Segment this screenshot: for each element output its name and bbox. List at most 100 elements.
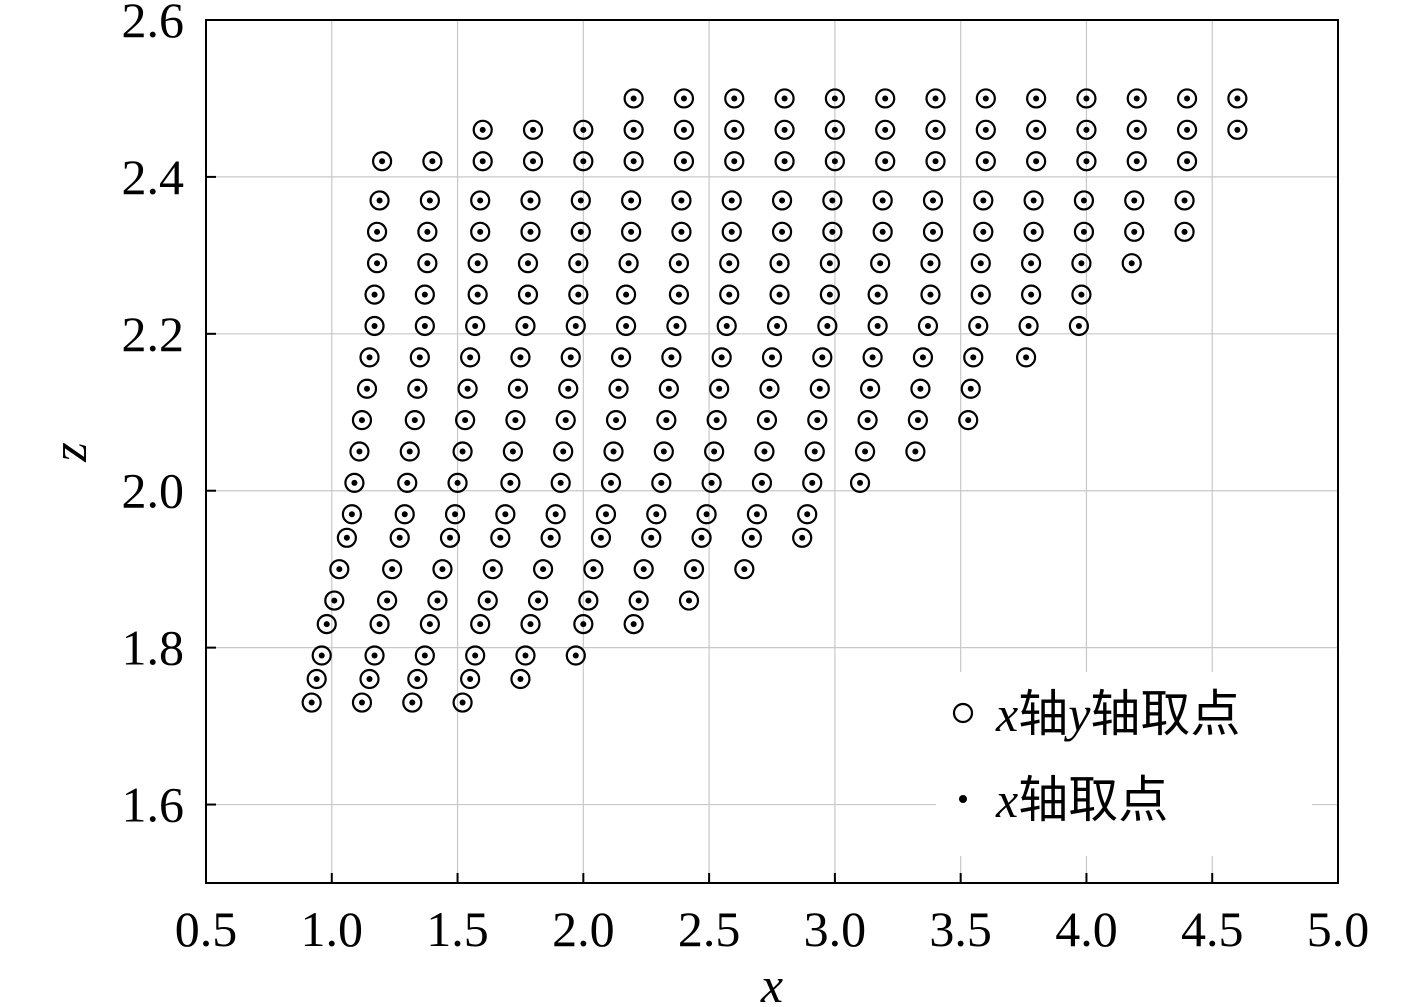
point-x-dot <box>982 158 989 165</box>
point-xy-circle <box>522 119 544 140</box>
point-xy-circle <box>595 504 617 525</box>
point-x-dot <box>763 417 770 424</box>
point-x-dot <box>560 448 567 455</box>
point-xy-circle <box>754 441 775 462</box>
point-xy-circle <box>1126 119 1147 140</box>
point-xy-circle <box>1073 190 1095 211</box>
point-xy-circle <box>465 645 486 666</box>
x-tick-label: 2.0 <box>552 901 615 957</box>
point-x-dot <box>575 260 582 267</box>
point-xy-circle <box>802 472 823 493</box>
point-xy-circle <box>460 347 481 368</box>
point-xy-circle <box>641 527 662 548</box>
point-x-dot <box>731 158 738 165</box>
point-x-dot <box>708 479 715 486</box>
point-x-dot <box>718 354 725 361</box>
point-x-dot <box>401 511 408 518</box>
point-x-dot <box>1181 228 1188 235</box>
y-tick-label: 2.4 <box>122 149 185 205</box>
point-x-dot <box>580 158 587 165</box>
point-xy-circle <box>671 221 692 242</box>
point-xy-circle <box>973 221 994 242</box>
point-x-dot <box>1133 158 1140 165</box>
point-xy-circle <box>1176 151 1198 172</box>
point-xy-circle <box>651 472 672 493</box>
point-x-dot <box>1028 291 1035 298</box>
point-x-dot <box>524 260 531 267</box>
point-xy-circle <box>658 378 679 399</box>
point-x-dot <box>927 260 934 267</box>
point-xy-circle <box>716 315 737 337</box>
point-xy-circle <box>1176 119 1198 140</box>
point-x-dot <box>409 699 416 706</box>
point-x-dot <box>477 197 484 204</box>
point-xy-circle <box>470 221 491 242</box>
point-x-dot <box>575 291 582 298</box>
point-x-dot <box>610 448 617 455</box>
point-x-dot <box>447 534 454 541</box>
point-xy-circle <box>457 378 478 399</box>
point-x-dot <box>623 291 630 298</box>
point-x-dot <box>552 511 559 518</box>
point-xy-circle <box>1076 151 1097 172</box>
point-xy-circle <box>683 559 705 580</box>
point-xy-circle <box>875 88 896 109</box>
point-xy-circle <box>573 613 594 635</box>
point-xy-circle <box>490 527 511 548</box>
point-x-dot <box>404 479 411 486</box>
point-x-dot <box>426 197 433 204</box>
point-x-dot <box>517 354 524 361</box>
point-xy-circle <box>623 613 644 635</box>
point-xy-circle <box>925 119 946 140</box>
point-xy-circle <box>719 253 740 274</box>
point-xy-circle <box>1076 88 1097 109</box>
point-xy-circle <box>520 221 541 242</box>
point-xy-circle <box>963 347 984 368</box>
point-xy-circle <box>1026 88 1047 109</box>
point-x-dot <box>623 322 630 329</box>
point-x-dot <box>678 197 685 204</box>
point-xy-circle <box>507 378 529 399</box>
point-xy-circle <box>366 221 388 242</box>
point-x-dot <box>464 385 471 392</box>
point-x-dot <box>371 291 378 298</box>
point-x-dot <box>630 621 637 628</box>
point-xy-circle <box>460 668 481 690</box>
point-x-dot <box>1075 322 1082 329</box>
point-xy-circle <box>862 347 883 368</box>
point-x-dot <box>389 566 396 573</box>
point-x-dot <box>1184 126 1191 133</box>
point-xy-circle <box>1068 315 1089 337</box>
point-xy-circle <box>1126 88 1147 109</box>
point-xy-circle <box>417 221 438 242</box>
point-x-dot <box>618 354 625 361</box>
point-xy-circle <box>311 645 332 666</box>
point-xy-circle <box>1023 221 1044 242</box>
point-xy-circle <box>495 504 516 525</box>
point-xy-circle <box>555 410 576 431</box>
point-xy-circle <box>925 151 946 172</box>
point-x-dot <box>527 228 534 235</box>
point-x-dot <box>703 511 710 518</box>
point-x-dot <box>1131 197 1138 204</box>
point-xy-circle <box>477 590 498 611</box>
point-x-dot <box>577 197 584 204</box>
point-x-dot <box>628 228 635 235</box>
point-xy-circle <box>774 151 795 172</box>
point-xy-circle <box>600 472 622 493</box>
point-xy-circle <box>482 559 503 580</box>
point-x-dot <box>376 621 383 628</box>
point-x-dot <box>678 228 685 235</box>
point-x-dot <box>668 354 675 361</box>
point-x-dot <box>396 534 403 541</box>
point-xy-circle <box>824 151 845 172</box>
point-x-dot <box>804 511 811 518</box>
x-tick-label: 3.0 <box>804 901 867 957</box>
point-xy-circle <box>910 378 931 399</box>
point-xy-circle <box>661 347 682 368</box>
point-xy-circle <box>1174 190 1195 211</box>
point-xy-circle <box>809 378 830 399</box>
point-xy-circle <box>419 190 440 211</box>
point-xy-circle <box>502 441 523 462</box>
point-xy-circle <box>701 472 722 493</box>
